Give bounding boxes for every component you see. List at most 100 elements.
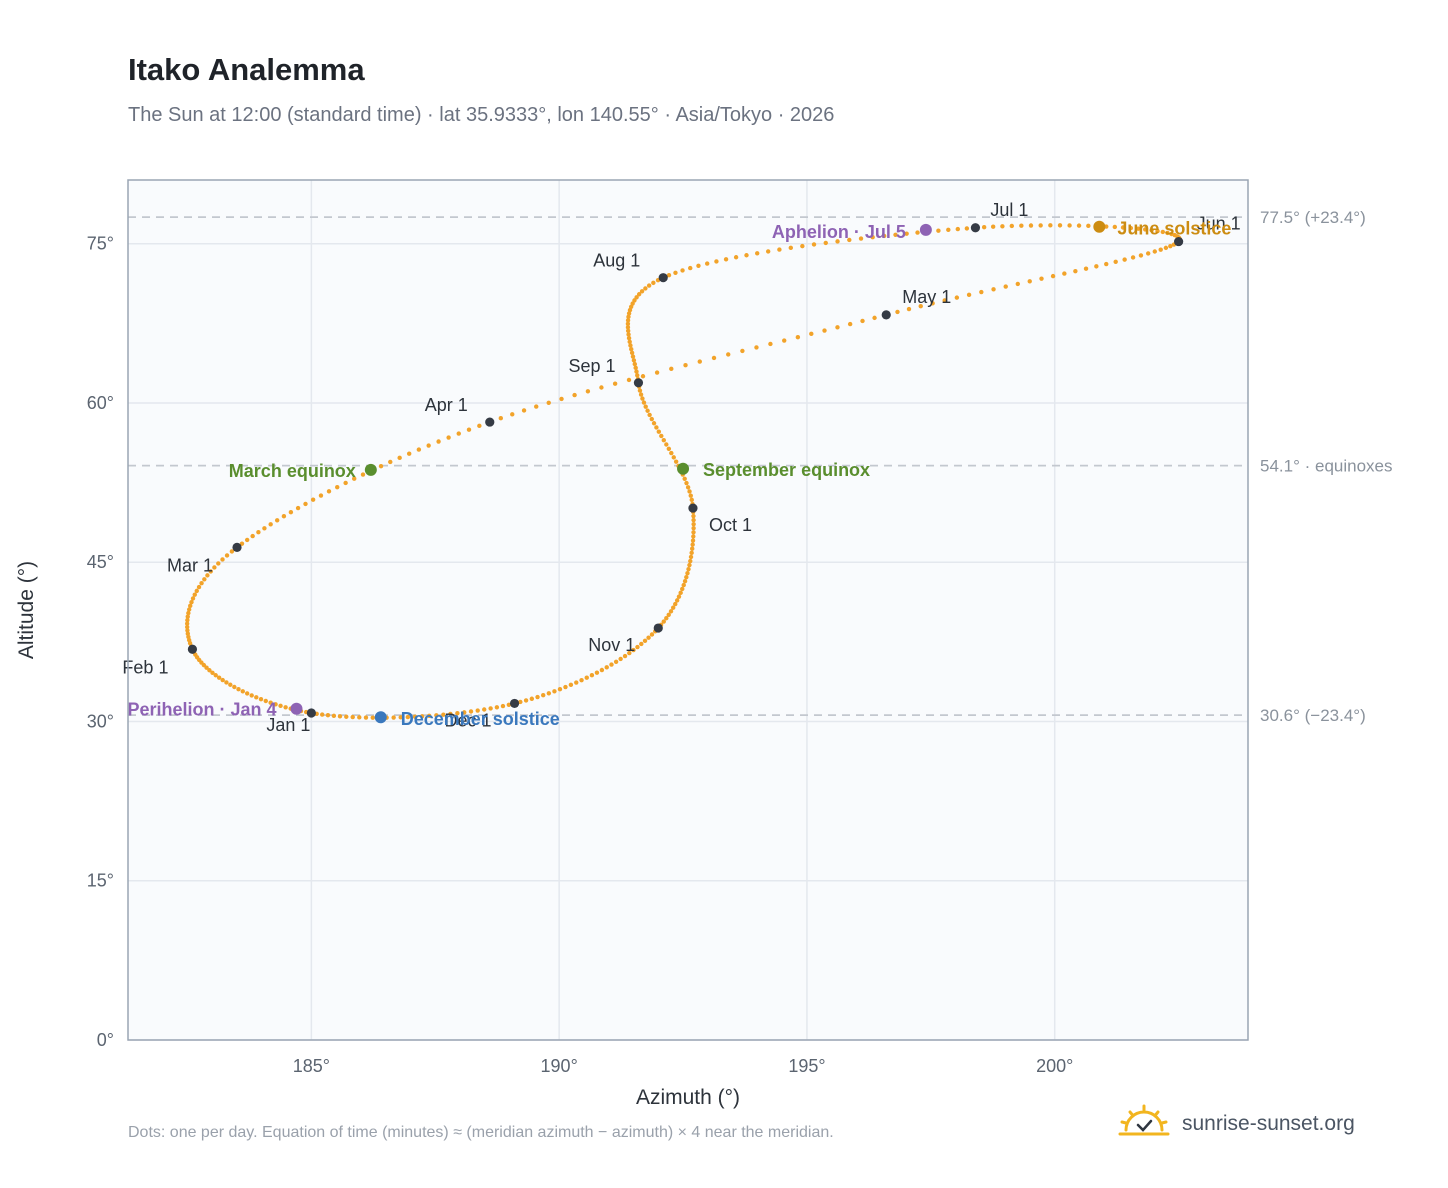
day-dot (634, 295, 639, 300)
day-dot (915, 230, 920, 235)
day-dot (184, 621, 190, 626)
day-dot (498, 416, 504, 421)
y-axis-title: Altitude (°) (15, 561, 38, 659)
day-dot (637, 388, 643, 393)
day-dot (398, 715, 403, 720)
day-dot (649, 416, 654, 422)
day-dot (688, 558, 693, 564)
month-label: Dec 1 (445, 710, 492, 730)
event-label: Aphelion · Jul 5 (772, 222, 906, 242)
day-dot (626, 377, 632, 383)
day-dot (634, 369, 639, 374)
day-dot (656, 429, 662, 434)
day-dot (744, 253, 749, 258)
day-dot (688, 554, 694, 560)
day-dot (629, 346, 634, 352)
event-label: March equinox (229, 461, 356, 481)
day-dot (212, 565, 217, 570)
day-dot (224, 553, 230, 558)
month-label: Mar 1 (167, 555, 213, 575)
day-dot (1160, 229, 1166, 235)
day-dot (352, 476, 357, 481)
day-dot (216, 561, 221, 566)
day-dot (268, 522, 273, 527)
day-dot (835, 239, 840, 244)
day-dot (397, 455, 402, 461)
day-dot (612, 381, 618, 386)
day-dot (208, 569, 213, 574)
brand[interactable]: sunrise-sunset.org (1118, 1102, 1355, 1146)
day-dot (427, 713, 432, 719)
day-dot (858, 236, 864, 241)
day-dot (594, 670, 600, 675)
day-dot (643, 404, 648, 409)
day-dot (918, 303, 923, 309)
day-dot (641, 400, 647, 405)
month-marker (633, 378, 644, 388)
day-dot (518, 699, 523, 705)
day-dot (256, 530, 261, 535)
day-dot (1120, 225, 1126, 230)
day-dot (185, 628, 190, 633)
day-dot (343, 480, 348, 486)
day-dot (318, 493, 324, 498)
day-dot (726, 352, 731, 357)
y-tick-label: 0° (97, 1030, 114, 1050)
day-dot (711, 355, 717, 361)
day-dot (325, 713, 331, 718)
day-dot (1015, 281, 1020, 287)
event-label: December solstice (401, 709, 560, 729)
month-marker (881, 310, 891, 320)
month-label: Sep 1 (568, 356, 615, 376)
chart-title: Itako Analemma (128, 52, 365, 87)
day-dot (196, 584, 202, 590)
day-dot (646, 283, 652, 288)
day-dot (633, 365, 638, 371)
day-dot (568, 682, 574, 688)
day-dot (1048, 223, 1053, 228)
day-dot (955, 226, 961, 232)
month-label: May 1 (902, 287, 951, 307)
day-dot (622, 653, 628, 659)
day-dot (643, 286, 648, 291)
day-dot (281, 514, 287, 519)
day-dot (295, 505, 301, 511)
day-dot (436, 439, 441, 444)
day-dot (626, 335, 632, 341)
day-dot (649, 632, 655, 637)
day-dot (370, 715, 375, 720)
day-dot (1149, 228, 1154, 233)
event-label: June solstice (1117, 219, 1231, 239)
day-dot (310, 497, 316, 502)
day-dot (1067, 223, 1072, 228)
day-dot (563, 684, 568, 690)
day-dot (475, 708, 480, 713)
day-dot (599, 667, 605, 673)
day-dot (691, 534, 696, 539)
day-dot (468, 709, 474, 714)
day-dot (626, 314, 631, 320)
event-marker (1093, 220, 1106, 233)
month-label: Apr 1 (425, 395, 468, 415)
day-dot (1027, 279, 1032, 284)
day-dot (723, 257, 729, 262)
day-dot (964, 226, 970, 231)
day-dot (666, 273, 672, 278)
event-marker (290, 702, 303, 715)
day-dot (228, 682, 233, 687)
day-dot (651, 280, 656, 286)
day-dot (613, 659, 619, 664)
month-label: Nov 1 (588, 635, 635, 655)
day-dot (388, 459, 393, 465)
day-dot (244, 691, 250, 696)
day-dot (557, 687, 563, 692)
day-dot (680, 586, 685, 592)
day-dot (1003, 284, 1008, 289)
day-dot (1073, 268, 1078, 274)
day-dot (690, 538, 696, 543)
day-dot (668, 609, 674, 614)
day-dot (835, 325, 840, 330)
day-dot (488, 706, 493, 711)
day-dot (572, 392, 577, 398)
day-dot (671, 455, 676, 460)
